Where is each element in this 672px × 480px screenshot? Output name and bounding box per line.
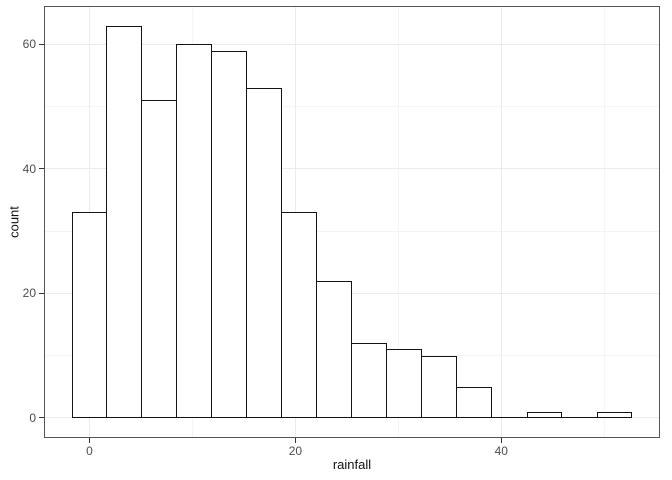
histogram-bar [72, 212, 107, 418]
y-tick [39, 417, 44, 419]
y-tick-label: 40 [22, 161, 36, 176]
plot-panel [44, 6, 660, 438]
x-gridline-minor [397, 6, 399, 438]
histogram-bar [211, 50, 247, 418]
histogram-bar [597, 411, 632, 418]
x-tick [89, 438, 90, 443]
histogram-bar [527, 411, 562, 418]
y-gridline-major [44, 168, 660, 170]
y-tick-label: 60 [22, 37, 36, 52]
x-axis-title: rainfall [332, 457, 372, 472]
x-tick-label: 40 [494, 444, 508, 458]
y-gridline-major [44, 292, 660, 294]
y-tick [39, 292, 44, 294]
histogram-bar [456, 386, 492, 418]
histogram-bar [141, 100, 177, 418]
y-tick [39, 168, 44, 170]
histogram-bar [386, 349, 422, 418]
histogram-bar [281, 212, 317, 418]
zero-count-bar [562, 416, 597, 418]
y-tick-label: 0 [29, 410, 36, 425]
zero-count-bar [492, 416, 527, 418]
histogram-bar [421, 355, 457, 418]
x-gridline-major [500, 6, 502, 438]
histogram-bar [351, 343, 387, 418]
y-gridline-major [44, 43, 660, 45]
y-gridline-major [44, 417, 660, 419]
y-gridline-minor [44, 230, 660, 232]
histogram-bar [176, 44, 212, 418]
histogram-bar [316, 280, 352, 418]
y-tick [39, 43, 44, 45]
x-tick-label: 0 [86, 444, 93, 458]
x-tick-label: 20 [288, 444, 303, 458]
histogram-bar [246, 87, 282, 418]
x-tick [500, 438, 502, 443]
y-axis-title: count [6, 206, 22, 238]
y-tick-label: 20 [22, 286, 36, 301]
histogram-bar [106, 25, 142, 418]
y-gridline-minor [44, 106, 660, 108]
x-gridline-minor [603, 6, 605, 438]
x-tick [294, 438, 296, 443]
